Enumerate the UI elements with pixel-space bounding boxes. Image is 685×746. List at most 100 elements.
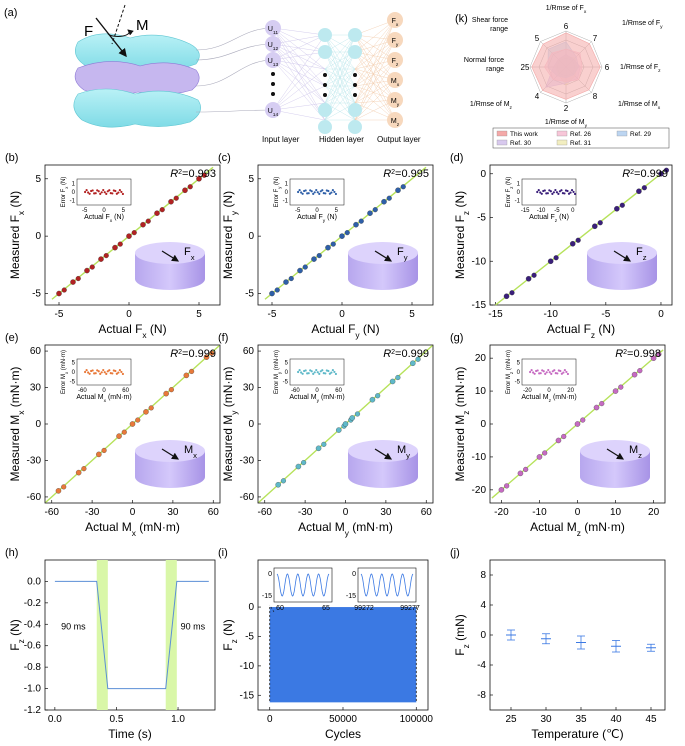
sensor-cylinder-top xyxy=(348,242,418,264)
data-point xyxy=(599,401,605,407)
nn-edge xyxy=(354,19,396,87)
data-point xyxy=(274,287,280,293)
nn-edge xyxy=(272,51,326,111)
legend-entry: Ref. 26 xyxy=(570,131,591,138)
inset-point xyxy=(546,192,549,195)
nn-edge xyxy=(272,43,326,53)
data-point xyxy=(55,488,62,494)
nn-edge xyxy=(272,59,326,70)
inset-point xyxy=(551,192,554,195)
nn-edge xyxy=(324,34,356,104)
radar-axis-label: range xyxy=(486,66,504,73)
x-tick-label: 1.0 xyxy=(171,714,185,725)
radar-series xyxy=(531,32,601,100)
inset-point xyxy=(115,372,118,375)
inset-x-tick-label: 0 xyxy=(102,208,106,214)
ellipsis-dot xyxy=(353,73,357,77)
output-layer-caption: Output layer xyxy=(377,135,421,144)
load-label: Mz xyxy=(629,444,642,460)
data-point xyxy=(325,244,331,251)
inset-point xyxy=(99,372,102,375)
y-tick-label: 0 xyxy=(480,169,486,180)
legend-swatch xyxy=(556,130,568,137)
x-tick-label: 40 xyxy=(610,714,622,725)
data-point xyxy=(75,275,81,282)
inset-point xyxy=(121,192,124,196)
inset-point xyxy=(300,371,303,374)
input-node xyxy=(265,20,281,36)
inset-point xyxy=(301,372,304,375)
inset-point xyxy=(562,371,565,374)
inset-point xyxy=(536,369,539,372)
zoom-inset xyxy=(357,567,417,603)
data-point xyxy=(614,205,620,212)
inset-point xyxy=(565,370,568,374)
data-point xyxy=(187,184,193,190)
sensor-cylinder-top xyxy=(348,440,418,462)
data-point xyxy=(56,290,62,297)
data-point xyxy=(542,450,548,456)
inset-point xyxy=(313,191,316,194)
data-point xyxy=(182,187,188,193)
radar-axis-label: 1/Rmse of Fx xyxy=(546,5,587,15)
inset-point xyxy=(118,368,121,372)
r-squared-label: R2=0.999 xyxy=(383,348,429,360)
inset-point xyxy=(532,371,535,374)
y-tick-label: 30 xyxy=(243,383,255,394)
panel-label: (d) xyxy=(450,152,463,164)
inset-y-label: Error Fx (N) xyxy=(61,177,69,208)
radar-tick: 4 xyxy=(535,92,540,101)
inset-y-tick-label: -1 xyxy=(515,199,521,205)
radar-tick: 2 xyxy=(564,104,569,113)
inset-point xyxy=(97,190,100,193)
inset-frame xyxy=(521,178,577,206)
x-axis-label: Actual Mx (mN·m) xyxy=(85,520,180,538)
data-point xyxy=(140,221,146,228)
data-point xyxy=(547,258,554,264)
inset-y-tick-label: -5 xyxy=(283,379,289,385)
inset-point xyxy=(100,371,103,374)
y-tick-label: -0.2 xyxy=(24,598,42,609)
inset-point xyxy=(120,370,123,374)
inset-point xyxy=(553,369,556,372)
data-point xyxy=(126,233,132,239)
inset-point xyxy=(88,192,91,195)
data-point xyxy=(336,427,342,433)
data-point xyxy=(509,290,515,296)
nn-edge xyxy=(272,43,326,121)
hidden-layer-caption: Hidden layer xyxy=(319,135,364,144)
y-tick-label: 5 xyxy=(248,174,254,185)
nn-edge xyxy=(272,34,326,45)
legend-entry: Ref. 31 xyxy=(570,140,591,147)
data-point xyxy=(517,470,524,477)
radar-tick: 25 xyxy=(521,63,530,72)
radar-axis-label: 1/Rmse of Mx xyxy=(618,101,661,111)
nn-edge xyxy=(272,27,326,70)
inset-point xyxy=(552,191,555,194)
inset-point xyxy=(297,190,300,194)
panel-label: (e) xyxy=(5,332,18,344)
nn-edge xyxy=(354,19,396,104)
y-tick-label: -60 xyxy=(240,492,255,503)
y-tick-label: -1.2 xyxy=(24,705,42,716)
data-point xyxy=(389,378,396,385)
inset-x-tick-label: -15 xyxy=(521,208,530,214)
data-point xyxy=(75,469,82,476)
zoom-x-tick: 60 xyxy=(276,605,284,612)
panel-label: (g) xyxy=(450,332,463,344)
force-label: F xyxy=(84,23,93,40)
x-tick-label: -60 xyxy=(45,507,60,518)
data-point xyxy=(523,466,529,472)
data-point xyxy=(316,253,322,259)
sensor-cylinder-top xyxy=(135,440,205,462)
inset-point xyxy=(304,369,307,372)
data-point xyxy=(288,275,294,282)
y-tick-label: -5 xyxy=(245,289,254,300)
inset-x-tick-label: -20 xyxy=(523,388,532,394)
data-point xyxy=(61,484,67,490)
data-point xyxy=(330,241,336,247)
data-point xyxy=(301,460,307,466)
load-arrow-icon xyxy=(374,448,393,460)
